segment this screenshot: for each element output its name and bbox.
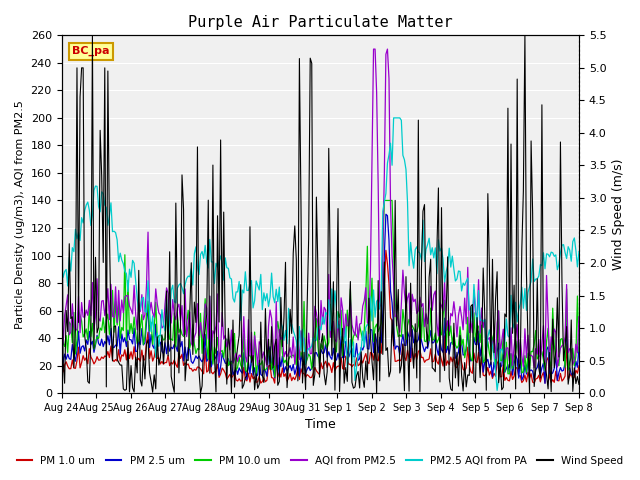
Y-axis label: Wind Speed (m/s): Wind Speed (m/s) bbox=[612, 158, 625, 270]
Text: BC_pa: BC_pa bbox=[72, 46, 109, 56]
Y-axis label: Particle Density (ug/m3), AQI from PM2.5: Particle Density (ug/m3), AQI from PM2.5 bbox=[15, 100, 25, 329]
X-axis label: Time: Time bbox=[305, 419, 335, 432]
Title: Purple Air Particulate Matter: Purple Air Particulate Matter bbox=[188, 15, 452, 30]
Legend: PM 1.0 um, PM 2.5 um, PM 10.0 um, AQI from PM2.5, PM2.5 AQI from PA, Wind Speed: PM 1.0 um, PM 2.5 um, PM 10.0 um, AQI fr… bbox=[12, 452, 628, 470]
